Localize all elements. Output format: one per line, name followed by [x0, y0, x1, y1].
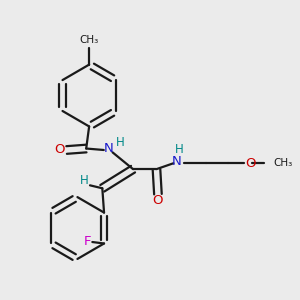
Text: H: H [116, 136, 124, 149]
Text: O: O [245, 157, 255, 170]
Text: N: N [172, 155, 182, 168]
Text: N: N [103, 142, 113, 155]
Text: CH₃: CH₃ [273, 158, 293, 168]
Text: O: O [153, 194, 163, 207]
Text: H: H [175, 143, 184, 157]
Text: CH₃: CH₃ [80, 35, 99, 46]
Text: H: H [80, 174, 89, 188]
Text: F: F [84, 235, 92, 248]
Text: O: O [55, 143, 65, 157]
